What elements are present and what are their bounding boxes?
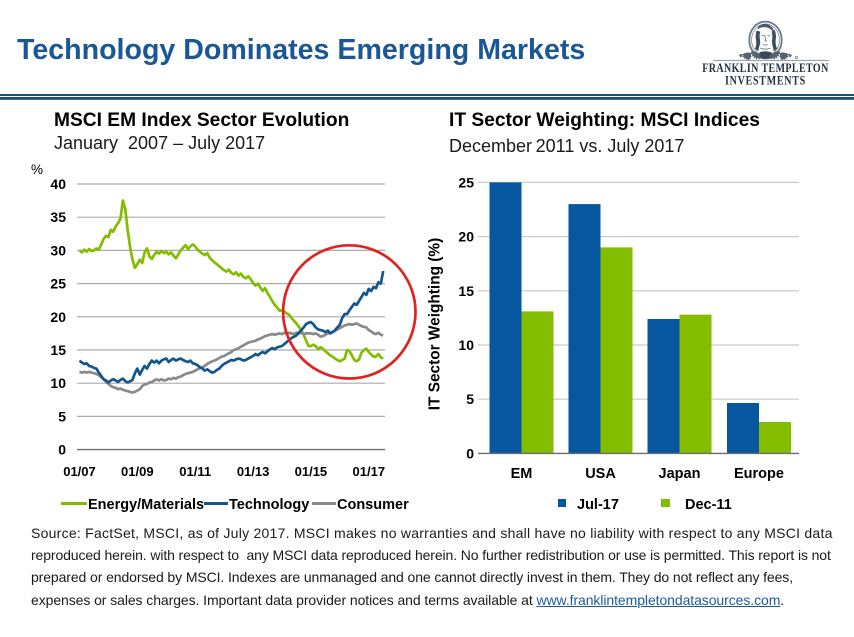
- svg-text:01/13: 01/13: [237, 464, 270, 479]
- svg-text:15: 15: [458, 283, 474, 299]
- svg-text:10: 10: [458, 337, 474, 353]
- svg-text:01/09: 01/09: [121, 464, 154, 479]
- svg-text:30: 30: [50, 242, 66, 258]
- svg-text:0: 0: [466, 445, 474, 461]
- svg-text:25: 25: [458, 174, 474, 190]
- svg-text:%: %: [31, 162, 43, 177]
- svg-text:Europe: Europe: [734, 466, 784, 482]
- svg-text:01/15: 01/15: [295, 464, 328, 479]
- svg-text:0: 0: [58, 442, 66, 458]
- svg-text:USA: USA: [585, 466, 616, 482]
- svg-text:IT Sector Weighting (%): IT Sector Weighting (%): [427, 238, 444, 410]
- svg-text:40: 40: [50, 176, 66, 192]
- svg-text:15: 15: [50, 342, 66, 358]
- svg-text:35: 35: [50, 209, 66, 225]
- svg-text:01/11: 01/11: [179, 464, 211, 479]
- svg-text:20: 20: [458, 229, 474, 245]
- svg-text:01/17: 01/17: [353, 464, 386, 479]
- svg-text:25: 25: [50, 276, 66, 292]
- svg-text:5: 5: [466, 391, 474, 407]
- svg-text:10: 10: [50, 375, 66, 391]
- svg-text:FRANKLIN TEMPLETON: FRANKLIN TEMPLETON: [702, 62, 829, 75]
- svg-text:EM: EM: [511, 466, 533, 482]
- svg-text:20: 20: [50, 309, 66, 325]
- svg-text:Japan: Japan: [659, 466, 701, 482]
- svg-text:5: 5: [58, 408, 66, 424]
- svg-text:INVESTMENTS: INVESTMENTS: [725, 74, 806, 87]
- svg-text:01/07: 01/07: [63, 464, 96, 479]
